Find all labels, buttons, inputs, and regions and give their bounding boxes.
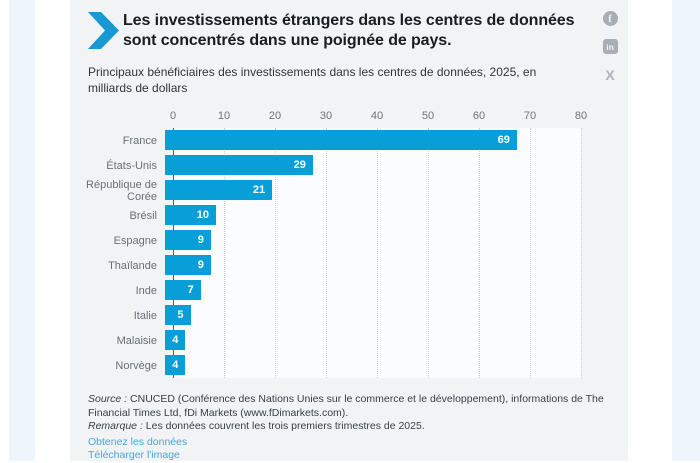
bar-track: 5 xyxy=(165,303,573,328)
bar-rows: France 69 États-Unis 29 République de Corée 2… xyxy=(78,128,581,378)
bar-value-label: 69 xyxy=(497,134,510,146)
download-image-link[interactable]: Télécharger l'image xyxy=(88,449,180,461)
bar: 10 xyxy=(165,205,216,225)
gridline xyxy=(275,128,276,378)
category-label: États-Unis xyxy=(106,159,157,172)
bar: 69 xyxy=(165,130,517,150)
category-label: Malaisie xyxy=(116,334,157,347)
gridline xyxy=(224,128,225,378)
bar-row: Norvège 4 xyxy=(78,353,581,378)
bar: 9 xyxy=(165,230,211,250)
footer-links: Obtenez les données Télécharger l'image xyxy=(88,436,612,463)
category-label: Thaïlande xyxy=(108,259,157,272)
bar-track: 29 xyxy=(165,153,573,178)
bar-row: Italie 5 xyxy=(78,303,581,328)
axis-tick-label: 30 xyxy=(319,110,333,122)
axis-tick-label: 20 xyxy=(268,110,282,122)
chevron-logo-icon xyxy=(88,12,119,49)
source-note: Source : CNUCED (Conférence des Nations … xyxy=(88,393,612,420)
share-toolbar: f in X xyxy=(601,11,619,83)
bar-value-label: 9 xyxy=(197,234,204,246)
axis-tick-label: 10 xyxy=(217,110,231,122)
category-label: Espagne xyxy=(113,234,157,247)
bar-value-label: 9 xyxy=(197,259,204,271)
axis-tick-label: 50 xyxy=(421,110,435,122)
bar-row: République de Corée 21 xyxy=(78,178,581,203)
source-text: CNUCED (Conférence des Nations Unies sur… xyxy=(88,393,604,419)
gridline xyxy=(428,128,429,378)
bar-row: France 69 xyxy=(78,128,581,153)
bar-track: 9 xyxy=(165,253,573,278)
bar: 5 xyxy=(165,305,191,325)
category-label: Brésil xyxy=(129,209,157,222)
get-data-link[interactable]: Obtenez les données xyxy=(88,435,188,448)
linkedin-share-icon[interactable]: in xyxy=(602,39,618,54)
bar-value-label: 10 xyxy=(196,209,209,221)
gridline xyxy=(377,128,378,378)
category-label: Italie xyxy=(133,309,157,322)
bar-track: 10 xyxy=(165,203,573,228)
bar: 29 xyxy=(165,155,313,175)
chart-card: Les investissements étrangers dans les c… xyxy=(70,0,628,461)
axis-tick-label: 60 xyxy=(472,110,486,122)
bar-track: 7 xyxy=(165,278,573,303)
bar-value-label: 4 xyxy=(172,359,179,371)
bar-value-label: 21 xyxy=(252,184,266,196)
page-edge-left xyxy=(9,0,35,461)
bar: 9 xyxy=(165,255,211,275)
bar: 7 xyxy=(165,280,201,300)
axis-tick-label: 0 xyxy=(169,110,177,122)
bar-row: Espagne 9 xyxy=(78,228,581,253)
zero-axis-line xyxy=(173,128,174,378)
gridline xyxy=(479,128,480,378)
remark-note: Remarque : Les données couvrent les troi… xyxy=(88,420,612,434)
bar-row: Brésil 10 xyxy=(78,203,581,228)
bar-row: Malaisie 4 xyxy=(78,328,581,353)
axis-tick-label: 80 xyxy=(574,110,588,122)
bar-row: Thaïlande 9 xyxy=(78,253,581,278)
x-share-icon[interactable]: X xyxy=(605,66,615,83)
bar-row: États-Unis 29 xyxy=(78,153,581,178)
page-edge-right xyxy=(672,0,700,461)
bar: 4 xyxy=(165,355,186,375)
category-label: France xyxy=(122,134,157,147)
bar: 21 xyxy=(165,180,273,200)
chart-subtitle: Principaux bénéficiaires des investissem… xyxy=(88,65,537,95)
category-label: République de Corée xyxy=(86,178,157,203)
facebook-share-icon[interactable]: f xyxy=(602,11,618,26)
bar-track: 9 xyxy=(165,228,573,253)
remark-text: Les données couvrent les trois premiers … xyxy=(142,420,425,432)
source-label: Source : xyxy=(88,393,128,405)
bar-track: 4 xyxy=(165,353,573,378)
axis-tick-label: 40 xyxy=(370,110,384,122)
bar-track: 69 xyxy=(165,128,573,153)
bar-value-label: 5 xyxy=(177,309,184,321)
remark-label: Remarque : xyxy=(88,420,143,432)
page-title: Les investissements étrangers dans les c… xyxy=(123,12,575,49)
gridline xyxy=(581,128,582,378)
chart-footer: Source : CNUCED (Conférence des Nations … xyxy=(88,393,612,463)
bar-value-label: 29 xyxy=(293,159,306,171)
plot-area: France 69 États-Unis 29 République de Corée 2… xyxy=(78,128,582,378)
bar-row: Inde 7 xyxy=(78,278,581,303)
bar-track: 21 xyxy=(165,178,573,203)
axis-tick-label: 70 xyxy=(523,110,537,122)
x-axis: 0 10 20 30 40 50 60 70 80 xyxy=(78,110,588,124)
gridline xyxy=(530,128,531,378)
bar: 4 xyxy=(165,330,186,350)
gridline xyxy=(326,128,327,378)
bar-chart: 0 10 20 30 40 50 60 70 80 France 69 États-Unis 29 Ré… xyxy=(78,110,588,378)
bar-track: 4 xyxy=(165,328,573,353)
bar-value-label: 7 xyxy=(187,284,194,296)
bar-value-label: 4 xyxy=(172,334,179,346)
category-label: Inde xyxy=(135,284,157,297)
category-label: Norvège xyxy=(115,359,157,372)
